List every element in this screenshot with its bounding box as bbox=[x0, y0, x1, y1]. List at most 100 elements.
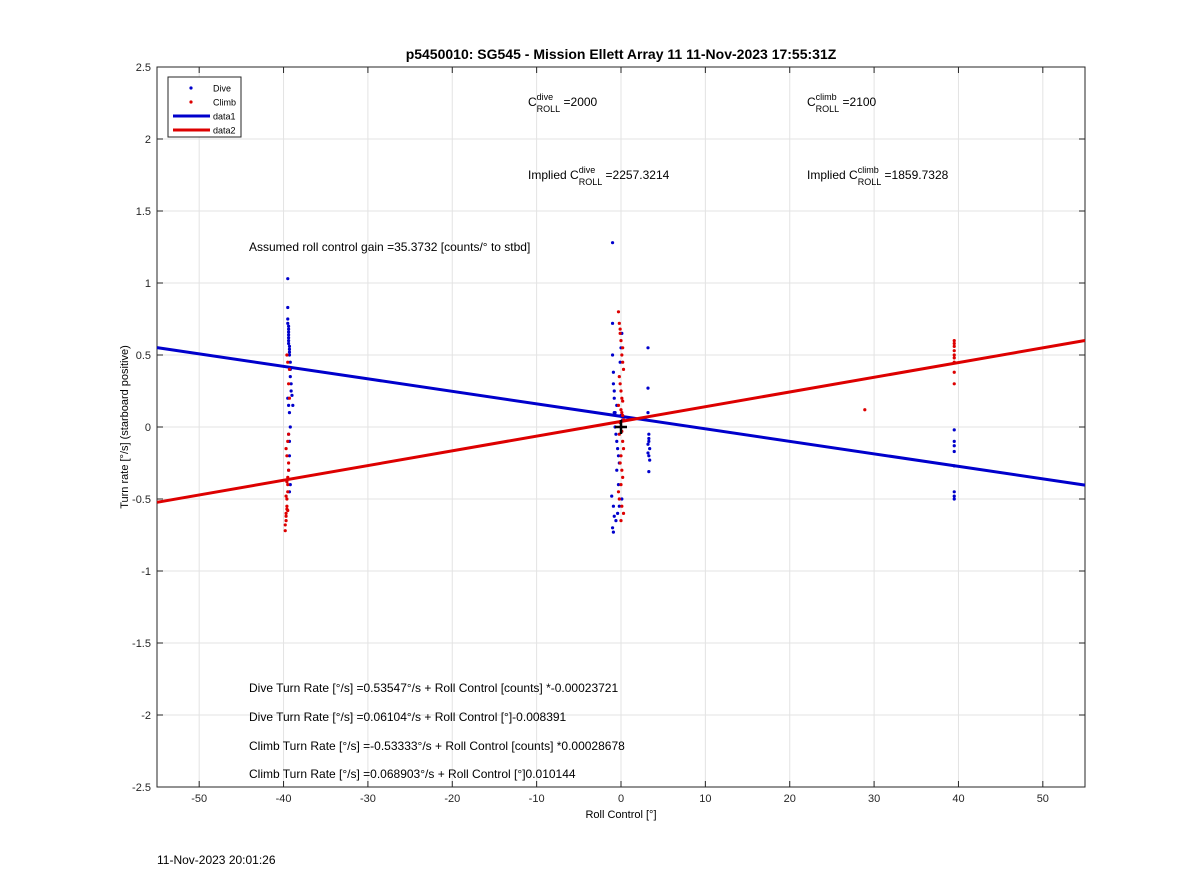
implied-climb-annotation-sub: ROLL bbox=[858, 177, 882, 187]
dive-point bbox=[287, 344, 292, 348]
climb-point bbox=[619, 408, 623, 412]
x-tick-label: 20 bbox=[784, 793, 796, 805]
c-climb-annotation-sup: climb bbox=[816, 92, 837, 102]
dive-point bbox=[952, 494, 956, 498]
x-tick-label: -30 bbox=[360, 793, 376, 805]
climb-point bbox=[283, 529, 287, 533]
c-climb-annotation-sub: ROLL bbox=[816, 104, 840, 114]
climb-point bbox=[618, 461, 622, 465]
dive-point bbox=[288, 425, 292, 429]
climb-point bbox=[621, 413, 625, 418]
implied-dive-annotation: Implied Cdive ROLL =2257.3214 bbox=[528, 165, 670, 187]
climb-point bbox=[863, 408, 867, 412]
dive-point bbox=[646, 386, 650, 390]
plot-frame bbox=[156, 66, 1086, 788]
climb-point bbox=[621, 360, 625, 364]
climb-point bbox=[621, 367, 626, 371]
dive-point bbox=[646, 411, 650, 415]
dive-point bbox=[952, 449, 956, 454]
dive-point bbox=[646, 346, 650, 350]
dive-point bbox=[287, 403, 291, 407]
implied-dive-annotation-prefix: Implied bbox=[528, 168, 570, 182]
climb-point bbox=[952, 341, 956, 346]
climb-point bbox=[287, 396, 292, 400]
dive-point bbox=[610, 494, 614, 498]
climb-point bbox=[621, 399, 625, 403]
dive-point bbox=[952, 490, 956, 494]
dive-point bbox=[287, 324, 291, 328]
climb-point bbox=[285, 480, 289, 484]
c-climb-annotation-base: C bbox=[807, 95, 816, 109]
x-tick-label: 50 bbox=[1037, 793, 1049, 805]
dive-point bbox=[611, 370, 616, 374]
c-dive-annotation-sup: dive bbox=[537, 92, 554, 102]
climb-point bbox=[286, 508, 290, 513]
c-dive-annotation: Cdive ROLL =2000 bbox=[528, 92, 598, 114]
dive-point bbox=[647, 432, 651, 436]
climb-point bbox=[284, 514, 288, 518]
y-tick-label: 1.5 bbox=[136, 206, 151, 218]
dive-point bbox=[612, 396, 616, 400]
climb-point bbox=[952, 370, 956, 374]
legend-label-dive: Dive bbox=[213, 84, 231, 94]
climb-point bbox=[286, 483, 290, 487]
climb-point bbox=[618, 327, 622, 331]
legend-label-climb: Climb bbox=[213, 98, 236, 108]
climb-point bbox=[284, 447, 288, 451]
y-tick-label: -1 bbox=[141, 566, 151, 578]
data-points bbox=[283, 241, 956, 534]
climb-degrees-equation: Climb Turn Rate [°/s] =0.068903°/s + Rol… bbox=[249, 767, 576, 781]
dive-point bbox=[952, 497, 956, 501]
dive-point bbox=[646, 451, 650, 455]
dive-point bbox=[288, 483, 292, 487]
legend-label-data1: data1 bbox=[213, 112, 236, 122]
implied-dive-annotation-sup: dive bbox=[579, 165, 596, 175]
implied-climb-annotation-sup: climb bbox=[858, 165, 879, 175]
dive-point bbox=[612, 514, 616, 518]
annotations: Cdive ROLL =2000 Cclimb ROLL =2100 Implied C… bbox=[249, 92, 949, 781]
climb-point bbox=[285, 504, 289, 508]
climb-point bbox=[617, 497, 621, 501]
dive-point bbox=[610, 526, 615, 530]
legend-swatch-climb bbox=[189, 100, 193, 104]
climb-point bbox=[283, 523, 287, 527]
c-climb-annotation-value: =2100 bbox=[839, 95, 876, 109]
y-tick-label: 0.5 bbox=[136, 350, 151, 362]
legend-label-data2: data2 bbox=[213, 126, 236, 136]
dive-point bbox=[613, 411, 617, 415]
dive-point bbox=[611, 530, 616, 534]
c-dive-annotation-value: =2000 bbox=[560, 95, 597, 109]
climb-point bbox=[621, 475, 625, 479]
dive-point bbox=[647, 439, 651, 443]
dive-point bbox=[952, 444, 956, 448]
dive-point bbox=[647, 454, 651, 458]
climb-point bbox=[616, 310, 621, 314]
dive-point bbox=[287, 454, 292, 458]
dive-point bbox=[286, 317, 290, 321]
x-tick-label: -40 bbox=[276, 793, 292, 805]
climb-point bbox=[287, 367, 292, 371]
dive-point bbox=[617, 504, 621, 508]
dive-point bbox=[286, 305, 290, 310]
dive-point bbox=[287, 327, 291, 331]
dive-point bbox=[614, 432, 618, 436]
climb-point bbox=[952, 344, 956, 348]
climb-point bbox=[617, 375, 621, 379]
climb-point bbox=[952, 339, 956, 343]
climb-point bbox=[952, 360, 956, 364]
implied-dive-annotation-base: C bbox=[570, 168, 579, 182]
dive-point bbox=[616, 447, 620, 451]
climb-point bbox=[284, 494, 288, 498]
dive-point bbox=[616, 511, 620, 515]
climb-point bbox=[616, 490, 621, 494]
dive-point bbox=[287, 339, 291, 343]
legend-swatch-dive bbox=[189, 86, 193, 90]
climb-point bbox=[619, 519, 623, 523]
climb-point bbox=[285, 353, 289, 357]
implied-climb-annotation-base: C bbox=[849, 168, 858, 182]
dive-point bbox=[612, 389, 616, 393]
dive-point bbox=[610, 321, 615, 325]
dive-point bbox=[610, 241, 615, 245]
climb-point bbox=[952, 349, 956, 353]
dive-point bbox=[648, 458, 652, 462]
